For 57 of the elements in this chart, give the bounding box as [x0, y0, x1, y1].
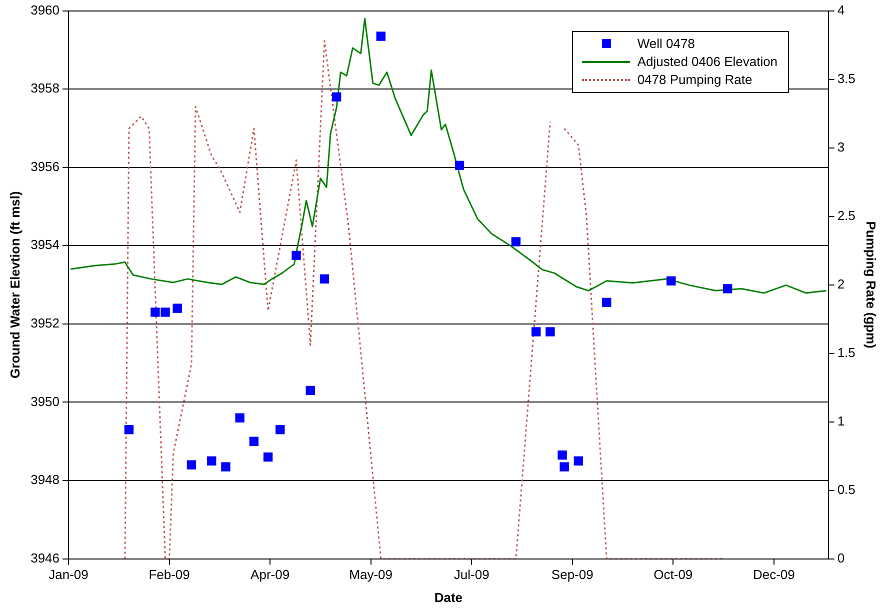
- point: [532, 327, 541, 336]
- x-tick-label: Sep-09: [551, 567, 594, 582]
- point: [546, 327, 555, 336]
- y2-tick-label: 2: [837, 276, 845, 292]
- point: [221, 462, 230, 472]
- point: [207, 456, 216, 466]
- point: [602, 298, 612, 308]
- point: [186, 460, 196, 470]
- y2-axis-title: Pumping Rate (gpm): [864, 221, 879, 348]
- point: [511, 237, 521, 246]
- point: [332, 92, 342, 102]
- point: [306, 386, 315, 396]
- point: [124, 425, 134, 434]
- x-tick-label: Jan-09: [48, 567, 88, 582]
- point: [722, 284, 732, 294]
- y-tick-label: 3956: [30, 158, 60, 174]
- y-tick-label: 3948: [30, 472, 60, 488]
- legend-label: Well 0478: [637, 36, 695, 52]
- y-tick-label: 3950: [30, 394, 60, 409]
- y-tick-label: 3946: [30, 550, 60, 566]
- y2-tick-label: 3: [837, 139, 845, 154]
- x-axis-title: Date: [434, 590, 463, 605]
- point: [574, 456, 584, 466]
- y2-tick-label: 1.5: [837, 344, 856, 360]
- x-tick-label: Dec-09: [752, 567, 795, 582]
- y-tick-label: 3952: [30, 316, 60, 331]
- point: [292, 250, 301, 260]
- x-tick-label: Feb-09: [148, 567, 190, 582]
- point: [249, 436, 259, 446]
- point: [235, 413, 244, 422]
- legend-label: 0478 Pumping Rate: [637, 72, 752, 88]
- y-axis-title: Ground Water Elevtion (ft msl): [7, 191, 22, 378]
- y2-tick-label: 1: [837, 413, 845, 428]
- y-tick-label: 3960: [30, 2, 60, 18]
- point: [666, 276, 676, 286]
- y2-tick-label: 3.5: [837, 70, 856, 86]
- point: [276, 425, 285, 434]
- x-tick-label: May-09: [349, 567, 393, 582]
- y2-tick-label: 0.5: [837, 482, 856, 497]
- y2-tick-label: 4: [837, 2, 845, 18]
- point: [160, 308, 170, 317]
- point: [454, 160, 464, 170]
- y-tick-label: 3954: [30, 237, 60, 252]
- x-tick-label: Apr-09: [250, 567, 290, 582]
- y2-tick-label: 2.5: [837, 208, 856, 223]
- point: [150, 308, 160, 317]
- point: [172, 304, 182, 313]
- x-tick-label: Oct-09: [654, 567, 693, 582]
- point: [376, 32, 386, 41]
- point: [560, 462, 569, 472]
- point: [263, 452, 273, 462]
- legend-label: Adjusted 0406 Elevation: [637, 54, 778, 70]
- y2-tick-label: 0: [837, 550, 845, 566]
- y-tick-label: 3958: [30, 80, 60, 96]
- point: [320, 274, 330, 284]
- point: [558, 450, 567, 460]
- x-tick-label: Jul-09: [454, 567, 490, 582]
